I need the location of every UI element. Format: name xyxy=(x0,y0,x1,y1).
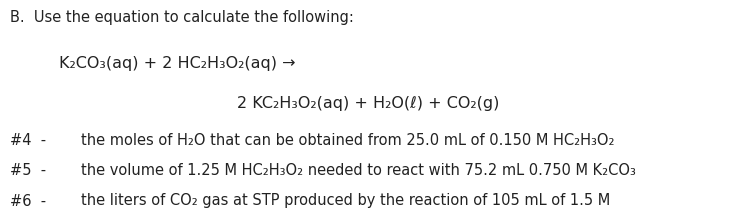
Text: the moles of H₂O that can be obtained from 25.0 mL of 0.150 M HC₂H₃O₂: the moles of H₂O that can be obtained fr… xyxy=(81,133,615,148)
Text: the volume of 1.25 M HC₂H₃O₂ needed to react with 75.2 mL 0.750 M K₂CO₃: the volume of 1.25 M HC₂H₃O₂ needed to r… xyxy=(81,163,636,178)
Text: #4  -: #4 - xyxy=(10,133,46,148)
Text: 2 KC₂H₃O₂(aq) + H₂O(ℓ) + CO₂(g): 2 KC₂H₃O₂(aq) + H₂O(ℓ) + CO₂(g) xyxy=(237,96,500,111)
Text: #5  -: #5 - xyxy=(10,163,46,178)
Text: K₂CO₃(aq) + 2 HC₂H₃O₂(aq) →: K₂CO₃(aq) + 2 HC₂H₃O₂(aq) → xyxy=(59,56,296,71)
Text: the liters of CO₂ gas at STP produced by the reaction of 105 mL of 1.5 M: the liters of CO₂ gas at STP produced by… xyxy=(81,194,610,209)
Text: #6  -: #6 - xyxy=(10,194,46,209)
Text: B.  Use the equation to calculate the following:: B. Use the equation to calculate the fol… xyxy=(10,10,354,25)
